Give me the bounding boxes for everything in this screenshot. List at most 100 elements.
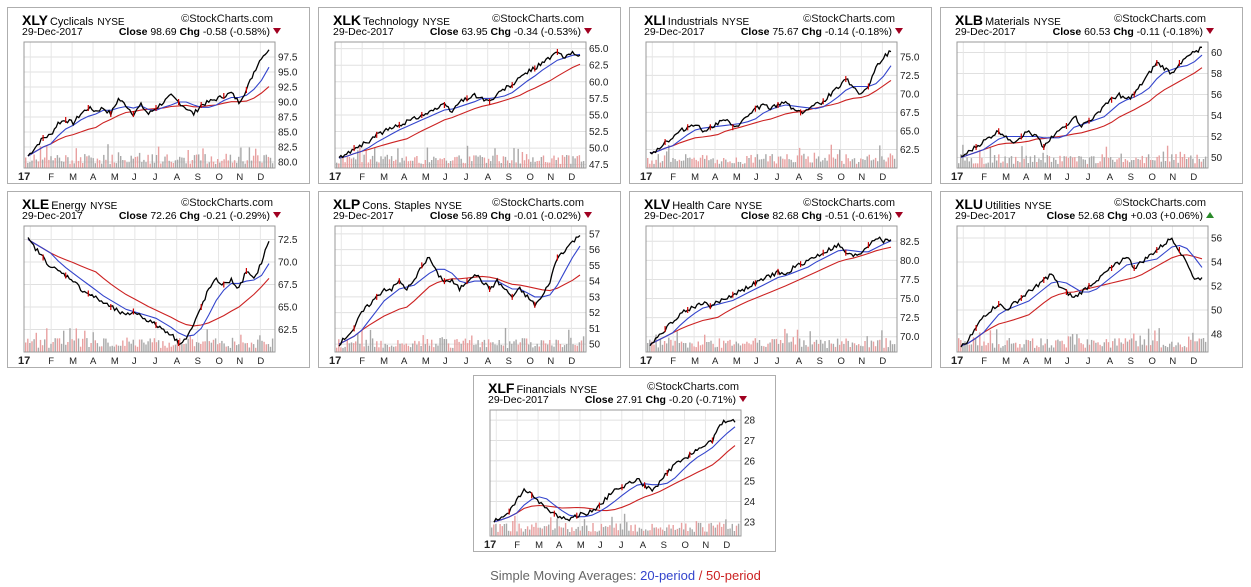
volume-bar (723, 158, 725, 168)
volume-bar (412, 343, 414, 352)
volume-bar (682, 160, 685, 168)
volume-bar (1027, 340, 1029, 352)
volume-bar (877, 161, 879, 168)
chart-header: XLY Cyclicals NYSE (22, 12, 125, 28)
volume-bar (879, 339, 881, 352)
x-tick-label: J (1086, 356, 1091, 367)
volume-bar (86, 156, 88, 168)
x-tick-label: M (380, 356, 388, 367)
volume-bar (528, 344, 530, 352)
volume-bar (708, 342, 710, 352)
y-tick-label: 60.0 (589, 77, 609, 88)
volume-bar (578, 155, 581, 168)
x-tick-label: F (670, 356, 676, 367)
volume-bar (1008, 157, 1010, 168)
volume-bar (742, 343, 744, 352)
volume-bar (374, 148, 376, 168)
quote-line: 29-Dec-2017 Close 52.68 Chg +0.03 (+0.06%… (955, 210, 1214, 222)
volume-bar (685, 154, 687, 168)
volume-bar (760, 345, 763, 352)
volume-bar (65, 155, 67, 168)
x-tick-label: A (712, 356, 719, 367)
volume-bar (111, 154, 113, 168)
volume-bar (543, 526, 546, 536)
volume-bar (592, 523, 594, 536)
volume-bar (39, 339, 42, 352)
volume-bar (200, 160, 202, 168)
copyright-icon: © (803, 197, 812, 209)
volume-bar (1145, 345, 1148, 352)
x-tick-label: A (401, 356, 408, 367)
volume-bar (1194, 341, 1196, 352)
volume-bar (544, 343, 547, 352)
volume-bar (1021, 146, 1023, 168)
volume-bar (82, 338, 84, 352)
volume-bar (1190, 339, 1192, 352)
volume-bar (1116, 159, 1118, 168)
volume-bar (590, 531, 592, 536)
volume-bar (33, 339, 35, 352)
volume-bar (862, 346, 864, 352)
y-tick-label: 52 (589, 308, 601, 319)
volume-bar (775, 163, 778, 168)
change-label: Chg (176, 26, 203, 38)
volume-bar (54, 158, 56, 168)
volume-bar (613, 527, 615, 536)
stockcharts-brand: ©StockCharts.com (803, 13, 895, 25)
y-tick-label: 51 (589, 324, 601, 335)
x-tick-label: M (1044, 356, 1052, 367)
y-tick-label: 53 (589, 292, 601, 303)
x-tick-label: N (858, 356, 865, 367)
volume-bar (615, 523, 617, 536)
volume-bar (248, 147, 251, 168)
volume-bar (691, 158, 693, 168)
volume-bar (687, 158, 689, 168)
volume-bar (1099, 344, 1101, 352)
volume-bar (41, 345, 44, 352)
volume-bar (250, 160, 253, 168)
volume-bar (731, 345, 733, 352)
volume-bar (655, 159, 657, 168)
volume-bar (505, 523, 508, 536)
volume-bar (763, 158, 765, 168)
x-tick-label: J (153, 172, 158, 183)
volume-bar (634, 524, 636, 536)
volume-bar (537, 527, 539, 536)
volume-bar (813, 152, 816, 168)
volume-bar (109, 346, 111, 352)
volume-bar (1053, 157, 1055, 168)
volume-bar (172, 163, 175, 168)
volume-bar (1183, 154, 1186, 168)
volume-bar (1074, 344, 1076, 352)
volume-bar (555, 160, 557, 168)
ticker-symbol: XLP (333, 196, 361, 212)
volume-bar (67, 157, 69, 168)
x-tick-label: S (506, 356, 512, 367)
volume-bar (891, 344, 894, 352)
volume-bar (817, 343, 820, 352)
volume-bar (1027, 163, 1029, 168)
volume-bar (525, 338, 528, 352)
volume-bar (651, 160, 653, 168)
volume-bar (382, 159, 384, 168)
volume-bar (96, 158, 99, 168)
volume-bar (1105, 339, 1108, 352)
volume-bar (958, 163, 960, 168)
x-tick-label: N (547, 356, 554, 367)
volume-bar (212, 161, 215, 168)
volume-bar (824, 341, 826, 352)
volume-bar (661, 529, 664, 536)
volume-bar (832, 343, 835, 352)
volume-bar (1152, 340, 1154, 352)
change-value: -0.01 (-0.02%) (513, 210, 581, 222)
chart-panel-xle: 72.5 70.0 67.5 65.0 62.5 17 F M A M J J A S O N D XLE Ener… (7, 191, 310, 368)
volume-bar (447, 163, 450, 168)
volume-bar (742, 163, 744, 168)
volume-bar (1044, 162, 1046, 168)
volume-bar (564, 523, 567, 536)
volume-bar (767, 343, 769, 352)
volume-bar (647, 343, 649, 352)
volume-bar (223, 159, 225, 168)
x-tick-label: A (174, 172, 181, 183)
volume-bar (583, 519, 586, 536)
